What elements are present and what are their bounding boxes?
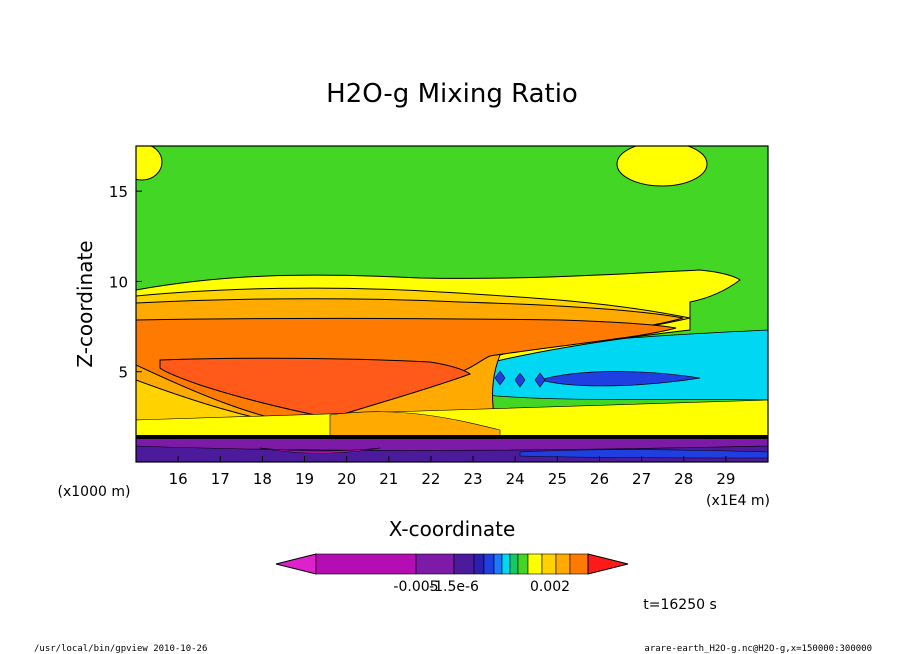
x-unit-note: (x1E4 m) — [706, 493, 770, 509]
colorbar-segment — [415, 553, 455, 575]
colorbar-max-arrow — [587, 553, 629, 575]
colorbar-segment — [509, 553, 519, 575]
x-axis: 16 17 18 19 20 21 22 23 24 25 26 27 28 29 — [169, 456, 735, 488]
colorbar-segment — [315, 553, 417, 575]
x-tick-label: 28 — [674, 470, 693, 488]
y-axis-label: Z-coordinate — [73, 240, 97, 367]
contour-yellow-top-right — [616, 146, 708, 187]
colorbar-segment — [473, 553, 485, 575]
x-tick-label: 27 — [632, 470, 651, 488]
colorbar-segment — [517, 553, 529, 575]
colorbar — [275, 553, 629, 575]
x-tick-label: 18 — [253, 470, 272, 488]
chart-title: H2O-g Mixing Ratio — [326, 79, 578, 109]
y-axis: 5 10 15 — [109, 183, 142, 382]
x-tick-label: 22 — [421, 470, 440, 488]
contour-blue-streak-bottom — [519, 449, 768, 459]
contour-surface-orange — [329, 411, 501, 439]
time-label: t=16250 s — [643, 597, 717, 613]
y-tick-label: 10 — [109, 273, 128, 291]
x-tick-label: 25 — [548, 470, 567, 488]
x-tick-label: 24 — [506, 470, 525, 488]
colorbar-label: 0.002 — [530, 579, 570, 595]
x-tick-label: 16 — [169, 470, 188, 488]
y-tick-label: 5 — [118, 364, 128, 382]
colorbar-segment — [569, 553, 589, 575]
colorbar-segment — [541, 553, 557, 575]
x-tick-label: 17 — [211, 470, 230, 488]
footer-right: arare-earth_H2O-g.nc@H2O-g,x=150000:3000… — [644, 644, 872, 654]
contour-yellow-top-left — [136, 146, 163, 181]
footer-left: /usr/local/bin/gpview 2010-10-26 — [34, 644, 207, 654]
plot-frame — [135, 145, 769, 463]
colorbar-segment — [493, 553, 503, 575]
colorbar-segment — [501, 553, 511, 575]
contour-field — [136, 146, 768, 462]
contour-red-orange — [159, 357, 472, 419]
contour-blue-streak — [538, 371, 701, 387]
contour-diamonds — [494, 370, 546, 388]
contour-black-line — [136, 435, 768, 439]
colorbar-segment — [483, 553, 495, 575]
colorbar-segment — [453, 553, 475, 575]
y-tick-label: 15 — [109, 183, 128, 201]
x-tick-label: 29 — [716, 470, 735, 488]
x-tick-label: 26 — [590, 470, 609, 488]
x-tick-label: 23 — [464, 470, 483, 488]
colorbar-min-arrow — [275, 553, 317, 575]
x-tick-label: 21 — [379, 470, 398, 488]
x-tick-label: 20 — [337, 470, 356, 488]
colorbar-segment — [555, 553, 571, 575]
colorbar-label: -1.5e-6 — [429, 579, 479, 595]
y-unit-note: (x1000 m) — [58, 484, 131, 500]
colorbar-label: -0.005 — [393, 579, 438, 595]
x-axis-label: X-coordinate — [389, 517, 516, 541]
colorbar-labels: -0.005-1.5e-6 0.002 — [393, 579, 570, 595]
x-tick-label: 19 — [295, 470, 314, 488]
colorbar-segment — [527, 553, 543, 575]
contour-magenta-streak — [259, 447, 381, 454]
